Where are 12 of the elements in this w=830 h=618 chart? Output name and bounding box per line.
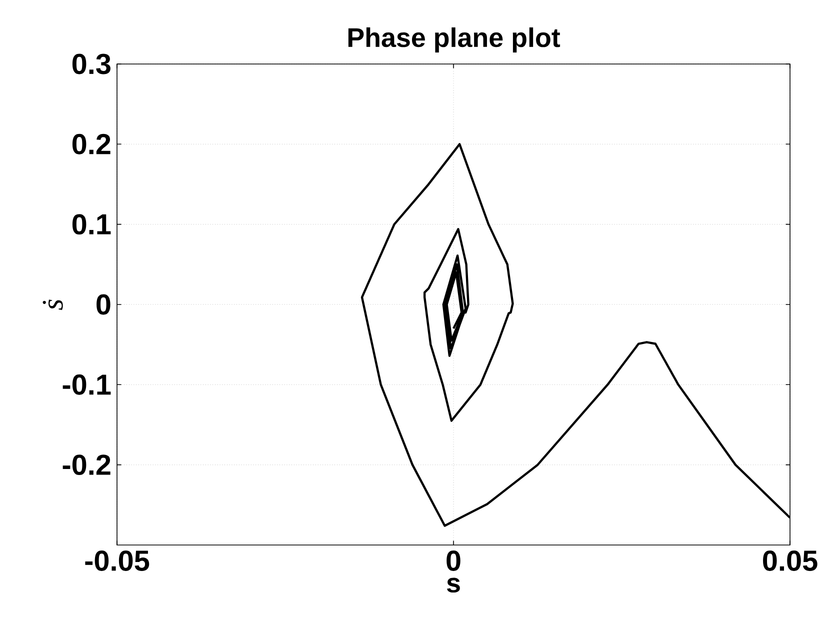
- y-tick-label: 0: [96, 294, 110, 315]
- x-tick-label: 0.05: [763, 550, 818, 571]
- y-axis-title: ṡ: [42, 300, 63, 310]
- y-tick-label: -0.2: [62, 454, 110, 476]
- y-tick-label: 0.3: [72, 54, 110, 74]
- y-tick-label: -0.1: [62, 374, 111, 395]
- x-axis-title: s: [446, 578, 460, 593]
- x-tick-label: 0: [446, 550, 460, 571]
- chart-title: Phase plane plot: [348, 27, 560, 52]
- y-tick-label: 0.1: [72, 214, 111, 235]
- x-tick-label: -0.05: [85, 550, 150, 571]
- y-tick-label: 0.2: [72, 134, 110, 154]
